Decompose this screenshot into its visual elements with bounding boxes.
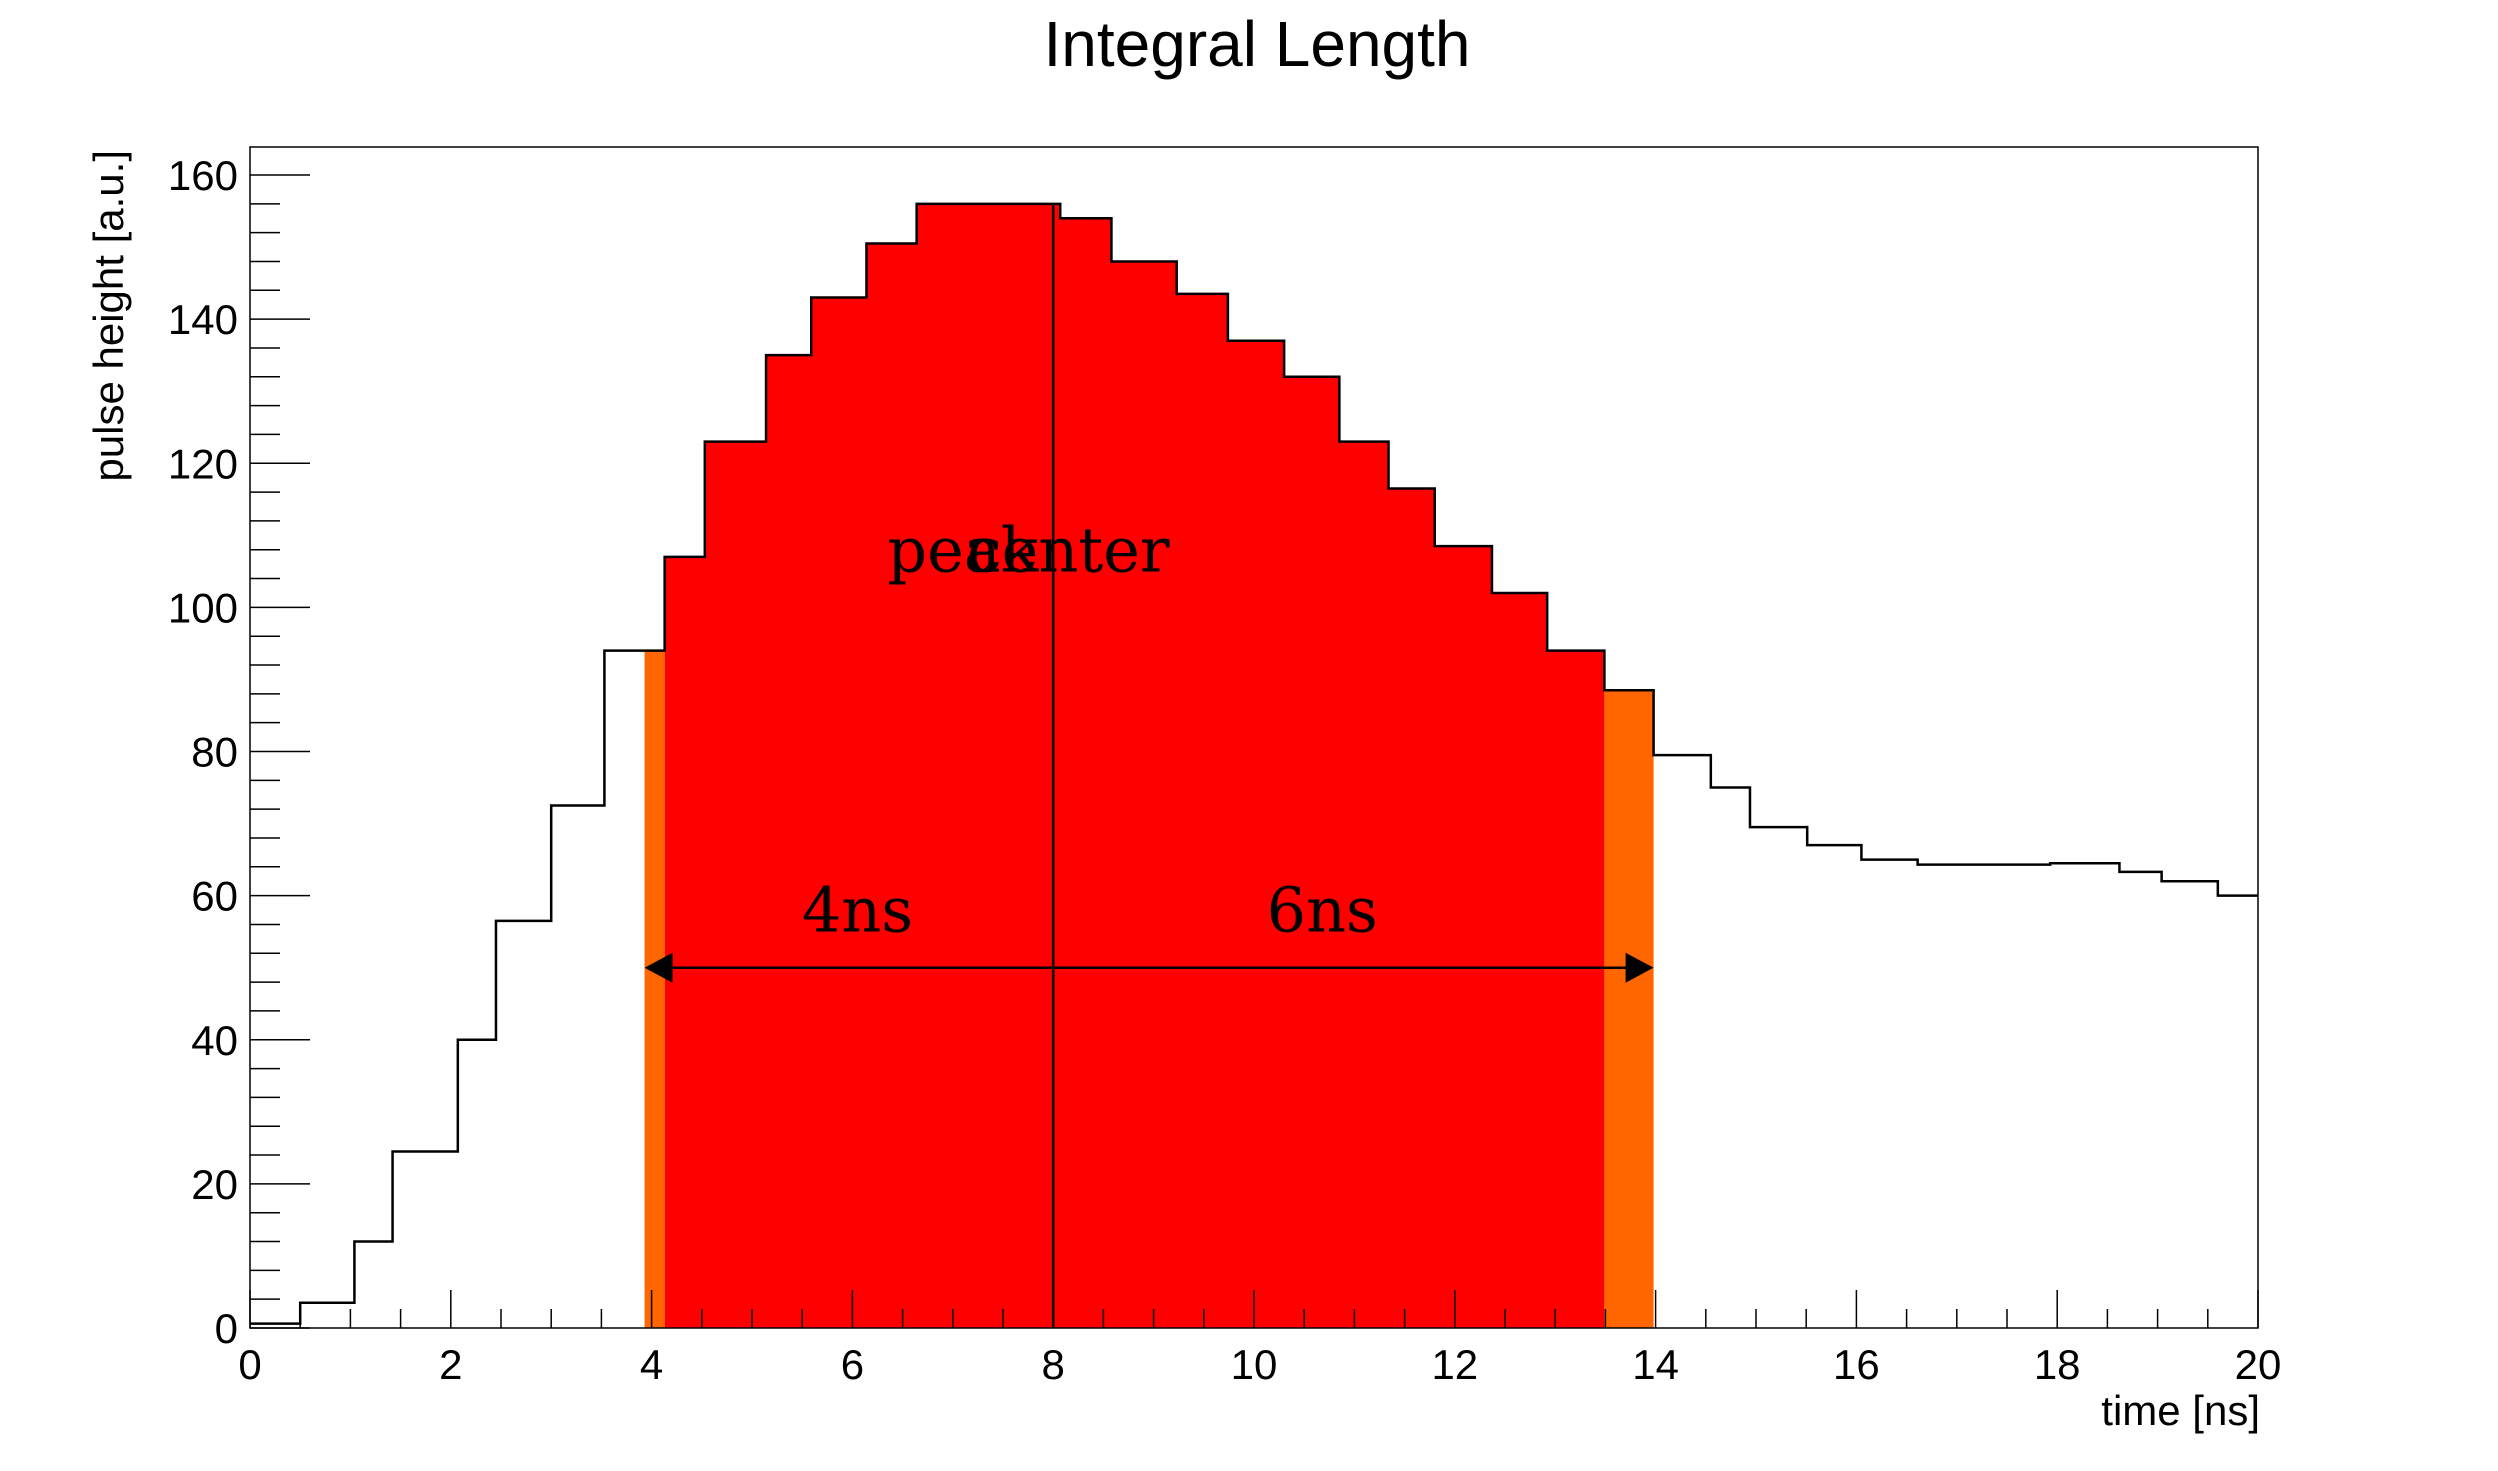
- y-tick-label: 160: [168, 152, 238, 199]
- axis-ticks: 0 2 4 6 8 10 12 14 16 18 20 0 20 40 60 80 100 120 140 160: [168, 152, 2281, 1388]
- annotation-4ns: 4ns: [802, 874, 913, 947]
- annotation-6ns: 6ns: [1267, 874, 1378, 947]
- arrow-head-left: [644, 952, 673, 983]
- annotation-peak: peak: [887, 513, 1038, 586]
- x-tick-label: 10: [1231, 1341, 1278, 1388]
- x-tick-label: 20: [2235, 1341, 2282, 1388]
- histogram-line: [250, 202, 2258, 1325]
- y-tick-label: 140: [168, 296, 238, 343]
- region-integral: [664, 203, 1605, 1329]
- marker-layer: [644, 203, 1654, 1328]
- x-tick-label: 2: [439, 1341, 462, 1388]
- y-tick-label: 20: [191, 1161, 238, 1208]
- y-tick-label: 40: [191, 1017, 238, 1064]
- x-tick-label: 18: [2034, 1341, 2081, 1388]
- x-tick-label: 6: [841, 1341, 864, 1388]
- integration-regions: [644, 203, 1654, 1329]
- x-tick-label: 14: [1632, 1341, 1679, 1388]
- x-tick-label: 12: [1431, 1341, 1478, 1388]
- x-tick-label: 0: [238, 1341, 261, 1388]
- region-edge-right: [1604, 690, 1654, 1328]
- y-tick-label: 120: [168, 440, 238, 487]
- y-tick-label: 60: [191, 873, 238, 920]
- x-axis-label: time [ns]: [2101, 1387, 2260, 1434]
- x-tick-label: 4: [640, 1341, 663, 1388]
- x-tick-label: 16: [1833, 1341, 1880, 1388]
- chart-title: Integral Length: [1044, 8, 1471, 80]
- annotation-center: center: [967, 513, 1170, 586]
- x-tick-label: 8: [1042, 1341, 1065, 1388]
- arrow-head-right: [1625, 952, 1654, 983]
- histogram-layer: [250, 202, 2258, 1325]
- y-axis-label: pulse height [a.u.]: [85, 150, 132, 482]
- y-tick-label: 100: [168, 584, 238, 631]
- region-edge-left: [644, 650, 665, 1328]
- y-tick-label: 80: [191, 729, 238, 776]
- y-tick-label: 0: [215, 1305, 238, 1352]
